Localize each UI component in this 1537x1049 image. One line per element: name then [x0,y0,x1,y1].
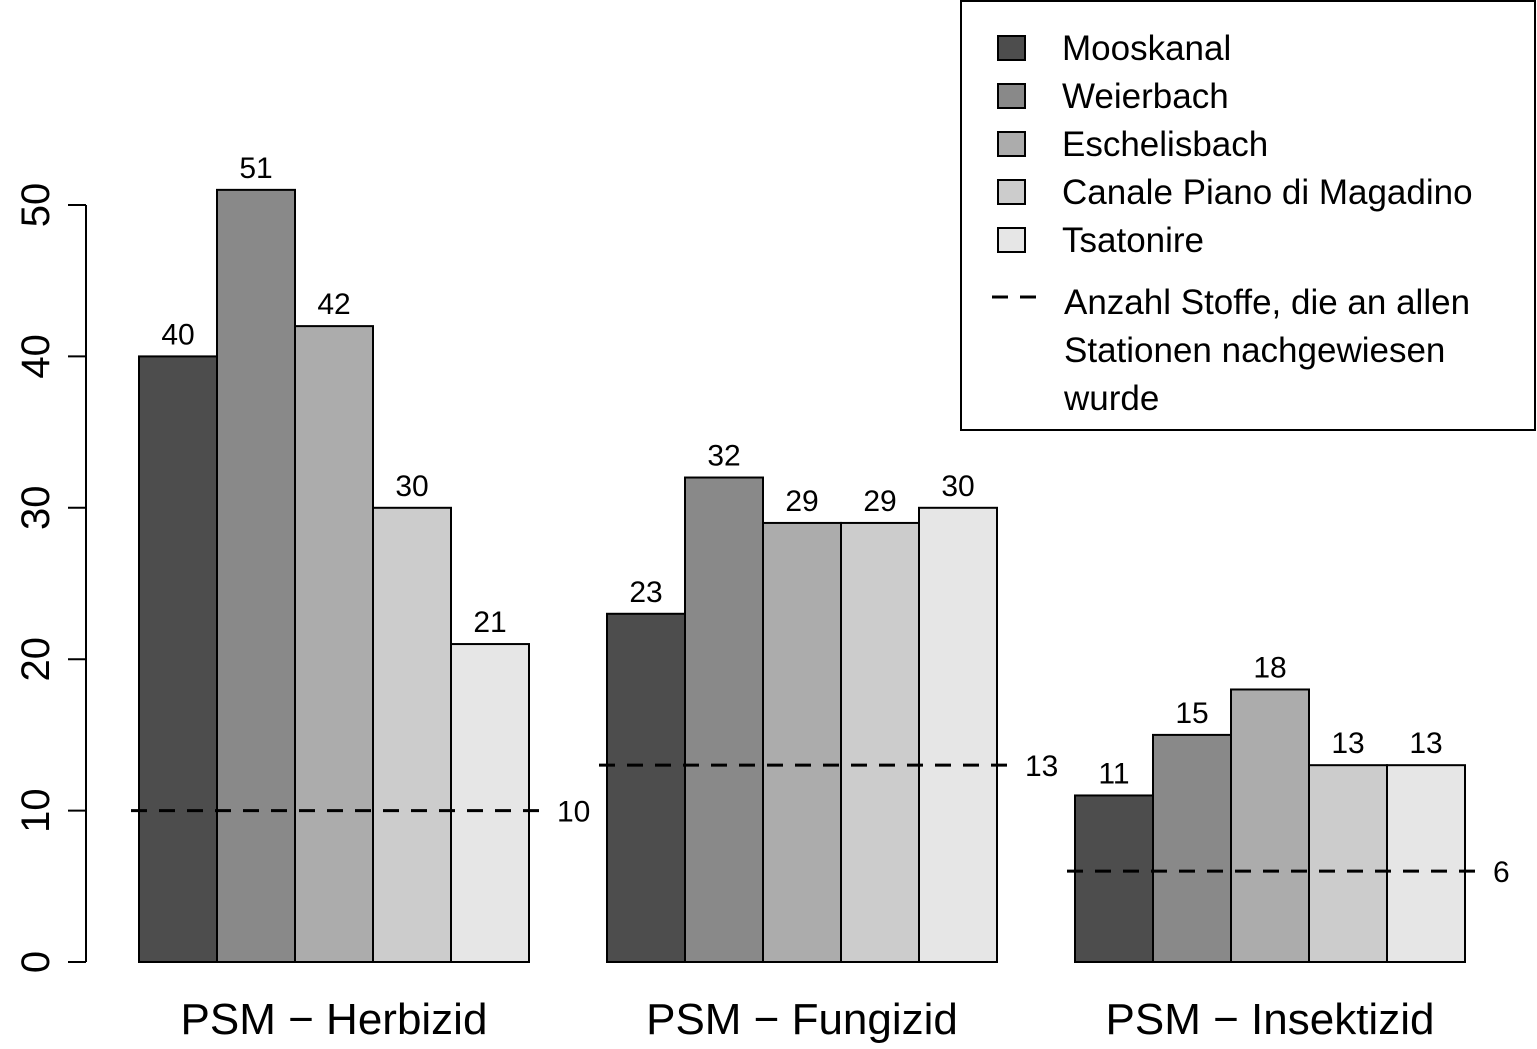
bar [450,643,530,963]
bar [1386,764,1466,963]
legend-entry-label: Mooskanal [1062,29,1231,68]
category-label: PSM − Herbizid [181,995,488,1044]
bar [1308,764,1388,963]
y-axis: 0 10 20 30 40 50 [14,183,87,973]
category-labels: PSM − Herbizid PSM − Fungizid PSM − Insekt… [181,995,1435,1044]
bar [1152,733,1232,964]
bar [762,521,842,963]
bar [1074,794,1154,964]
bar-value-label: 51 [239,152,272,185]
y-tick-label: 20 [14,637,58,682]
y-tick-label: 10 [14,788,58,833]
legend-swatch [997,35,1026,61]
bar-value-label: 13 [1409,727,1442,760]
y-tick-label: 30 [14,486,58,531]
bar [294,325,374,963]
reference-line-label: 10 [557,796,590,829]
y-tick-label: 50 [14,183,58,228]
bar-value-label: 29 [785,485,818,518]
legend-box [960,0,1536,431]
legend-entry-label: Canale Piano di Magadino [1062,173,1473,212]
bar-value-label: 11 [1098,757,1129,790]
bar-value-label: 21 [473,606,506,639]
legend-swatch [997,131,1026,157]
bar-value-label: 18 [1253,651,1286,684]
legend-entry-label: Eschelisbach [1062,125,1268,164]
bar [684,476,764,963]
bar [1230,688,1310,963]
bar [606,612,686,964]
bar-value-labels: 40 51 42 30 21 23 32 29 29 30 11 15 18 13 13 [161,152,1442,791]
bar-value-label: 29 [863,485,896,518]
reference-line-label: 13 [1025,750,1058,783]
bar-value-label: 40 [161,318,194,351]
y-tick-label: 0 [14,951,58,973]
legend: Mooskanal Weierbach Eschelisbach Canale Pia… [960,0,1536,431]
reference-lines: 10 13 6 [131,750,1510,889]
legend-entry-label: Tsatonire [1062,221,1204,260]
bar [372,506,452,963]
legend-swatch [997,227,1026,253]
bar [840,521,920,963]
legend-reference-label: Stationen nachgewiesen [1064,331,1445,370]
y-tick-label: 40 [14,334,58,379]
bar [138,355,218,963]
legend-reference-label: wurde [1063,379,1159,418]
bar-value-label: 32 [707,440,740,473]
category-label: PSM − Fungizid [646,995,958,1044]
bar [216,188,296,964]
category-label: PSM − Insektizid [1106,995,1435,1044]
bar-value-label: 30 [941,470,974,503]
bar-value-label: 13 [1331,727,1364,760]
legend-entry-label: Weierbach [1062,77,1229,116]
bars [138,188,1466,964]
legend-swatch [997,83,1026,109]
bar [918,506,998,963]
legend-reference-label: Anzahl Stoffe, die an allen [1064,283,1470,322]
bar-value-label: 15 [1175,697,1208,730]
bar-value-label: 30 [395,470,428,503]
bar-value-label: 23 [629,576,662,609]
legend-swatch [997,179,1026,205]
bar-value-label: 42 [317,288,350,321]
reference-line-label: 6 [1493,856,1510,889]
